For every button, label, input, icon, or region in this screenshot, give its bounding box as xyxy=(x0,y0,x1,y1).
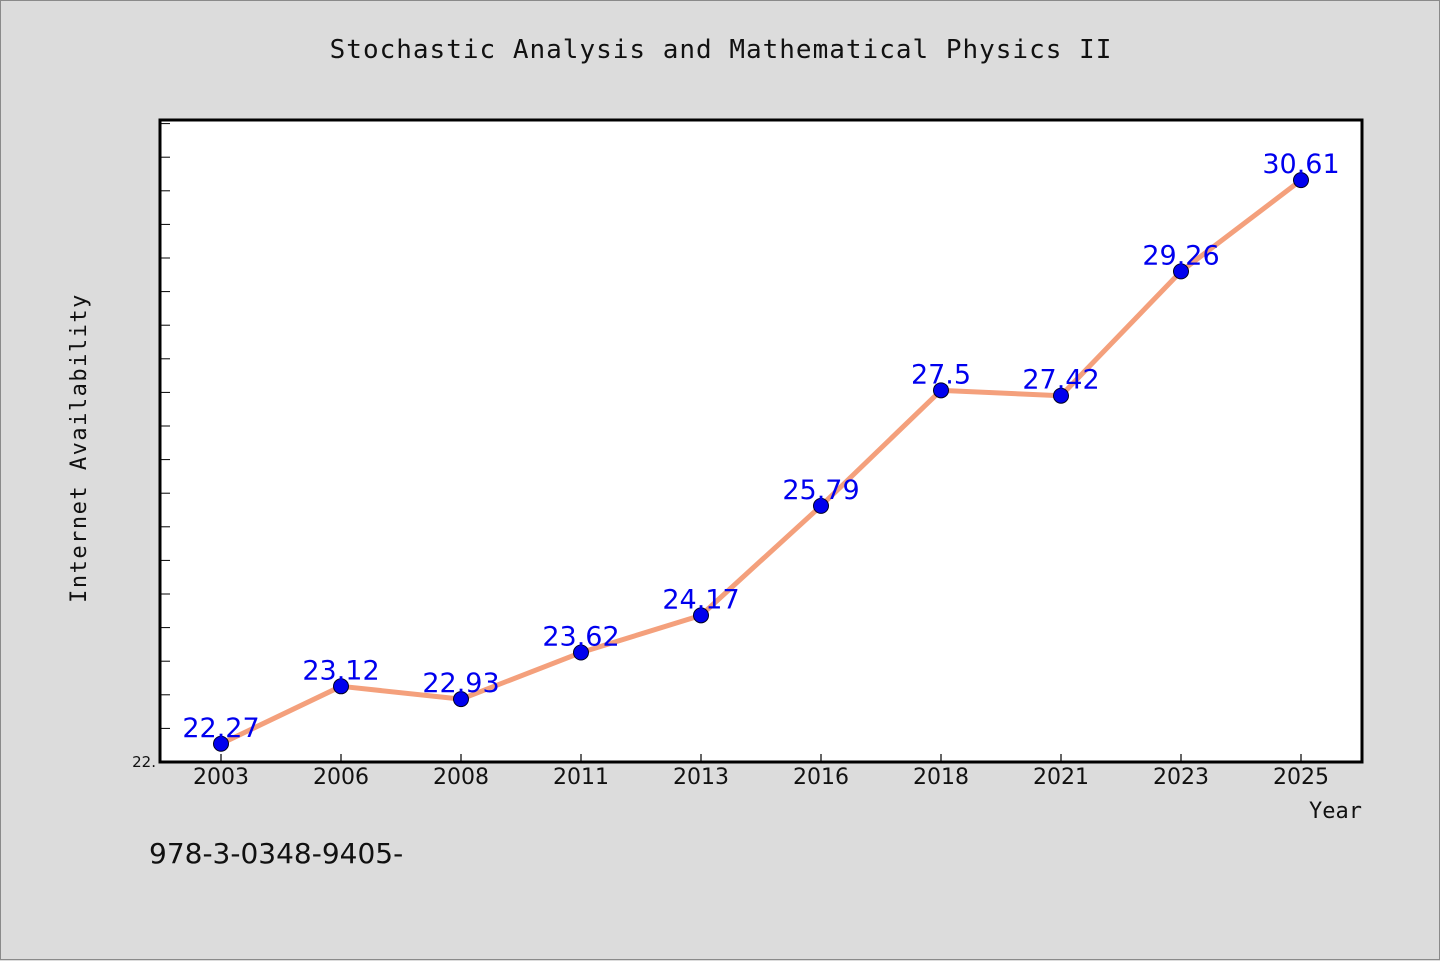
data-label: 22.93 xyxy=(422,668,499,699)
data-label: 27.5 xyxy=(911,359,971,390)
x-tick-label: 2016 xyxy=(793,765,849,790)
data-label: 22.27 xyxy=(182,713,259,744)
data-point xyxy=(1053,387,1069,404)
plot-area xyxy=(158,118,1364,764)
y-axis-label: Internet Availability xyxy=(67,293,92,603)
x-tick-label: 2025 xyxy=(1273,765,1329,790)
x-tick-label: 2011 xyxy=(553,765,609,790)
data-label: 30.61 xyxy=(1262,149,1339,180)
data-point xyxy=(933,382,949,399)
x-tick-label: 2003 xyxy=(193,765,249,790)
data-label: 23.62 xyxy=(542,622,619,653)
series-line xyxy=(218,177,1304,747)
data-label: 27.42 xyxy=(1022,365,1099,396)
data-point xyxy=(573,644,589,661)
data-point xyxy=(453,691,469,708)
data-point xyxy=(1293,172,1309,189)
y-tick-label: 22. xyxy=(132,753,156,771)
x-tick-label: 2023 xyxy=(1153,765,1209,790)
x-tick-label: 2013 xyxy=(673,765,729,790)
data-point xyxy=(813,497,829,514)
data-point xyxy=(693,607,709,624)
data-label: 24.17 xyxy=(662,584,739,615)
data-point xyxy=(333,678,349,695)
x-tick-label: 2006 xyxy=(313,765,369,790)
x-axis-label: Year xyxy=(1309,799,1362,824)
isbn-text: 978-3-0348-9405- xyxy=(149,837,404,870)
data-label: 29.26 xyxy=(1142,240,1219,271)
data-label: 23.12 xyxy=(302,655,379,686)
x-tick-label: 2008 xyxy=(433,765,489,790)
x-tick-label: 2021 xyxy=(1033,765,1089,790)
data-point xyxy=(1173,263,1189,280)
data-label: 25.79 xyxy=(782,475,859,506)
chart-title: Stochastic Analysis and Mathematical Phy… xyxy=(329,35,1113,65)
data-point xyxy=(213,735,229,752)
x-tick-label: 2018 xyxy=(913,765,969,790)
